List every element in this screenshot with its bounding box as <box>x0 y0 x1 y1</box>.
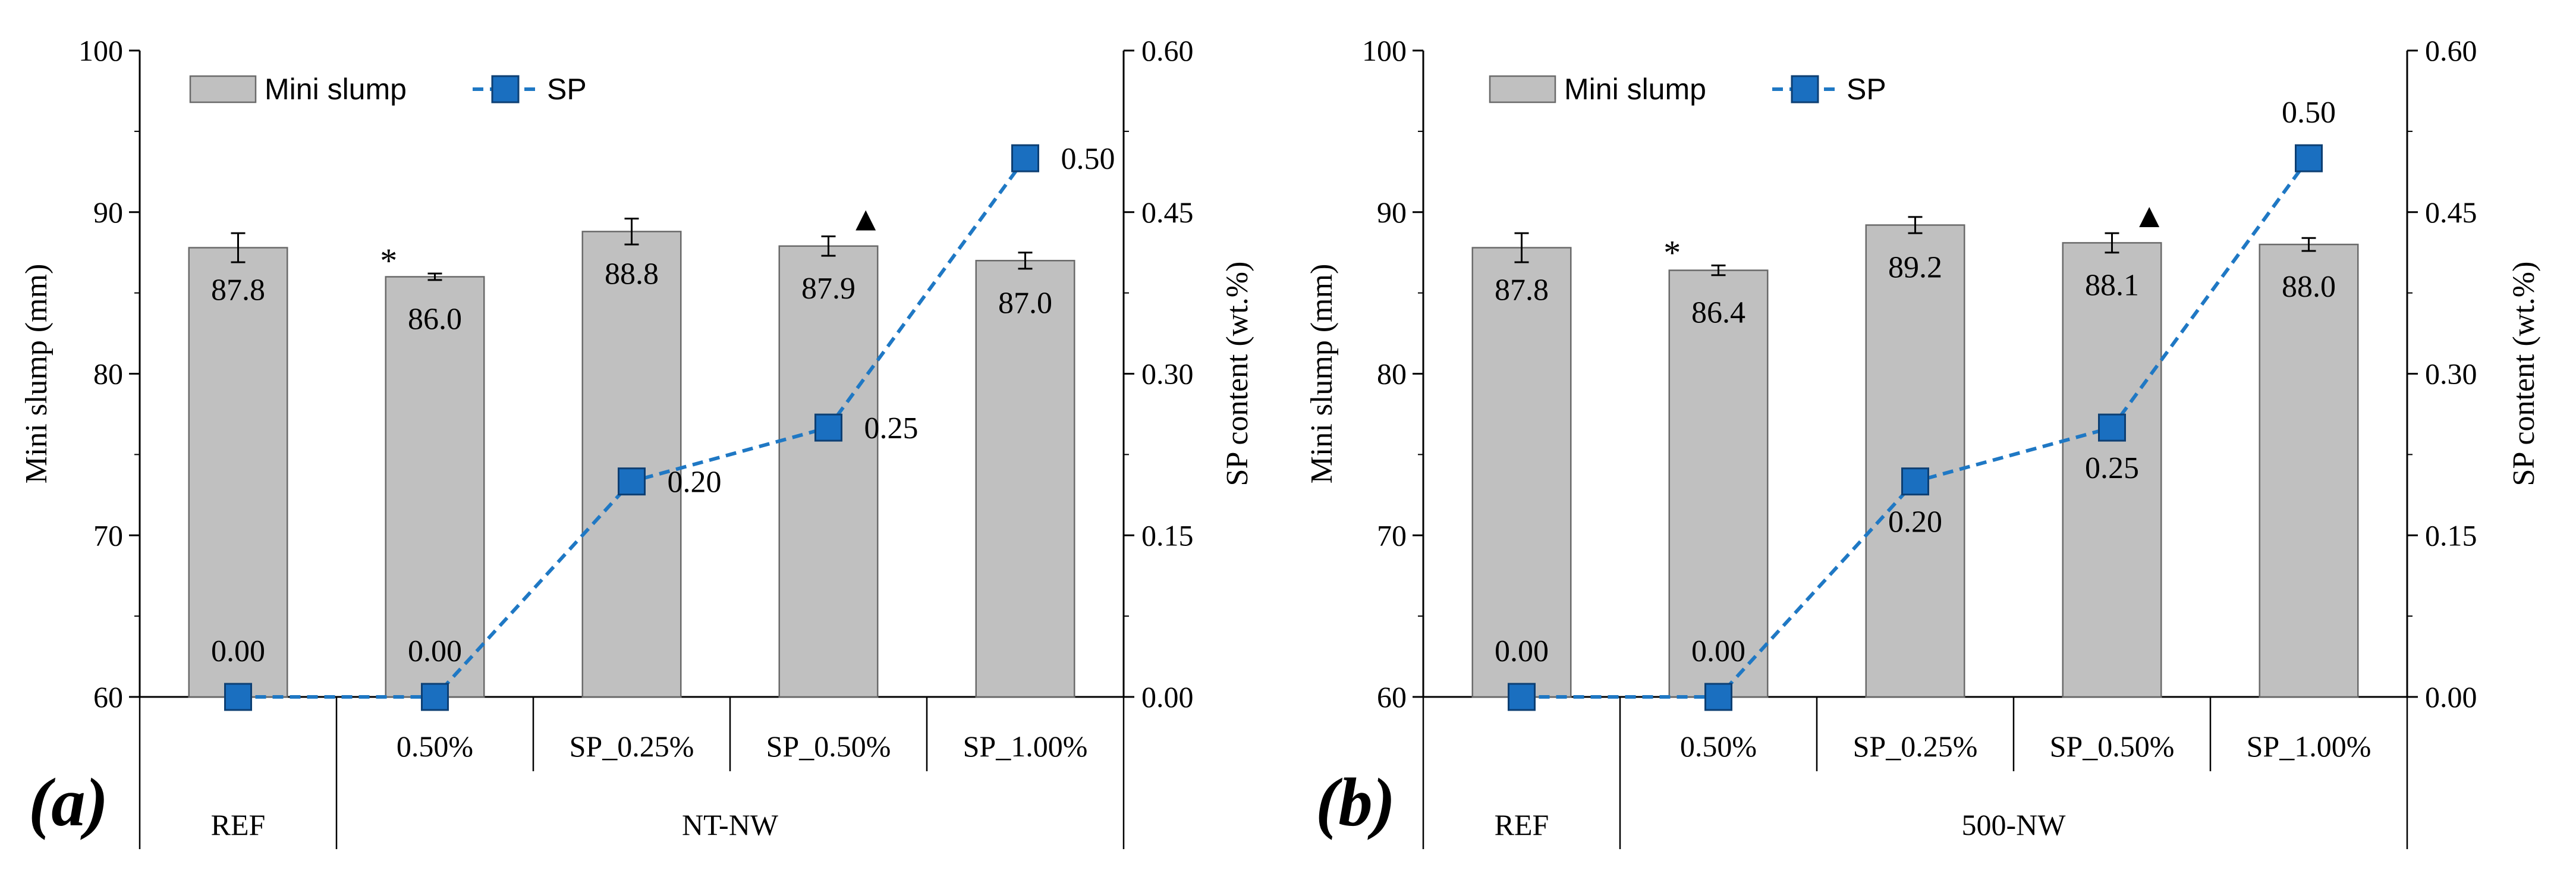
bar-mini-slump <box>975 260 1075 698</box>
sp-value-label: 0.20 <box>1888 505 1942 539</box>
sp-marker <box>1011 144 1039 172</box>
sp-value-label: 0.00 <box>1495 634 1549 668</box>
sp-value-label: 0.50 <box>2282 96 2336 130</box>
sp-marker <box>1508 683 1536 711</box>
y-right-axis-title: SP content (wt.%) <box>1221 262 1254 486</box>
category-label: SP_0.50% <box>766 730 891 763</box>
y-left-tick-label: 60 <box>93 680 123 714</box>
y-left-tick-label: 60 <box>1377 680 1407 714</box>
chart-panel-a: 60 70 80 90 100 0.00 0.15 0.30 0.45 0.60 Mini slum… <box>20 34 1254 849</box>
group-label: REF <box>211 808 266 841</box>
y-right-tick-label: 0.60 <box>1141 34 1194 67</box>
sp-marker <box>814 413 842 442</box>
y-right-tick-label: 0.30 <box>2425 357 2477 391</box>
bar-value-label: 88.0 <box>2282 270 2336 304</box>
bar-value-label: 87.0 <box>998 286 1052 320</box>
sp-marker <box>421 683 449 711</box>
significance-asterisk: * <box>380 241 397 280</box>
category-label: SP_1.00% <box>963 730 1088 763</box>
bar-value-label: 87.8 <box>211 274 265 307</box>
sp-value-label: 0.20 <box>668 466 722 499</box>
bar-value-label: 86.0 <box>408 302 462 336</box>
category-label: 0.50% <box>397 730 473 763</box>
legend: Mini slump SP <box>1489 73 1886 106</box>
y-right-tick-label: 0.15 <box>2425 519 2477 552</box>
y-right-tick-label: 0.60 <box>2425 34 2477 67</box>
legend-swatch-sp-marker <box>491 75 520 103</box>
category-label: SP_1.00% <box>2247 730 2371 763</box>
bar-value-label: 88.8 <box>605 257 659 291</box>
panel-letter: (a) <box>29 765 108 840</box>
sp-marker <box>2295 144 2323 172</box>
y-right-tick-label: 0.00 <box>2425 680 2477 714</box>
legend-label-mini-slump: Mini slump <box>265 73 407 106</box>
sp-value-label: 0.25 <box>864 411 919 445</box>
significance-asterisk: * <box>1663 233 1681 272</box>
sp-value-label: 0.50 <box>1061 142 1115 176</box>
group-label: NT-NW <box>682 808 779 841</box>
bar-mini-slump <box>2062 242 2162 698</box>
bar-mini-slump <box>778 245 879 698</box>
y-right-axis-title: SP content (wt.%) <box>2507 262 2541 486</box>
bar-value-label: 87.8 <box>1495 274 1549 307</box>
bar-mini-slump <box>1668 269 1769 698</box>
bar-mini-slump <box>581 231 682 698</box>
group-label: 500-NW <box>1962 808 2067 841</box>
bar-mini-slump <box>1865 224 1965 698</box>
y-left-tick-label: 80 <box>1377 357 1407 391</box>
legend-swatch-mini-slump <box>1489 75 1556 103</box>
category-label: SP_0.25% <box>570 730 694 763</box>
legend-swatch-sp-marker <box>1791 75 1819 103</box>
y-right-tick-label: 0.30 <box>1141 357 1194 391</box>
y-right-tick-label: 0.45 <box>2425 196 2477 229</box>
y-right-tick-label: 0.00 <box>1141 680 1194 714</box>
sp-value-label: 0.25 <box>2085 451 2139 485</box>
sp-marker <box>1704 683 1732 711</box>
y-left-axis-title: Mini slump (mm) <box>1305 264 1339 484</box>
legend-label-sp: SP <box>1847 73 1886 106</box>
y-right-tick-label: 0.15 <box>1141 519 1194 552</box>
group-label: REF <box>1495 808 1549 841</box>
bar-value-label: 87.9 <box>801 272 855 306</box>
legend-swatch-mini-slump <box>189 75 257 103</box>
sp-value-label: 0.00 <box>1691 634 1745 668</box>
legend-label-sp: SP <box>547 73 587 106</box>
panel-letter: (b) <box>1316 765 1395 840</box>
bar-value-label: 89.2 <box>1888 250 1942 284</box>
y-left-axis-title: Mini slump (mm) <box>20 264 54 484</box>
sp-marker <box>618 467 646 496</box>
y-left-tick-label: 70 <box>1377 519 1407 552</box>
category-label: SP_0.25% <box>1853 730 1978 763</box>
y-left-tick-label: 100 <box>78 34 123 67</box>
sp-value-label: 0.00 <box>408 634 462 668</box>
significance-triangle: ▲ <box>2132 196 2166 235</box>
y-left-tick-label: 70 <box>93 519 123 552</box>
category-label: 0.50% <box>1680 730 1757 763</box>
bar-value-label: 86.4 <box>1691 296 1745 330</box>
category-label: SP_0.50% <box>2050 730 2175 763</box>
bar-mini-slump <box>188 247 288 698</box>
legend: Mini slump SP <box>189 73 587 106</box>
y-left-tick-label: 90 <box>1377 196 1407 229</box>
y-left-tick-label: 90 <box>93 196 123 229</box>
bar-value-label: 88.1 <box>2085 268 2139 302</box>
chart-panel-b: 60 70 80 90 100 0.00 0.15 0.30 0.45 0.60 Mini slum… <box>1305 34 2541 849</box>
y-left-tick-label: 80 <box>93 357 123 391</box>
significance-triangle: ▲ <box>849 200 883 238</box>
bar-mini-slump <box>2259 243 2359 698</box>
sp-value-label: 0.00 <box>211 634 265 668</box>
sp-marker <box>224 683 252 711</box>
bar-mini-slump <box>385 276 485 698</box>
bar-mini-slump <box>1471 247 1572 698</box>
y-left-tick-label: 100 <box>1362 34 1407 67</box>
legend-label-mini-slump: Mini slump <box>1564 73 1706 106</box>
y-right-tick-label: 0.45 <box>1141 196 1194 229</box>
sp-marker <box>1901 467 1929 496</box>
sp-marker <box>2098 413 2126 442</box>
